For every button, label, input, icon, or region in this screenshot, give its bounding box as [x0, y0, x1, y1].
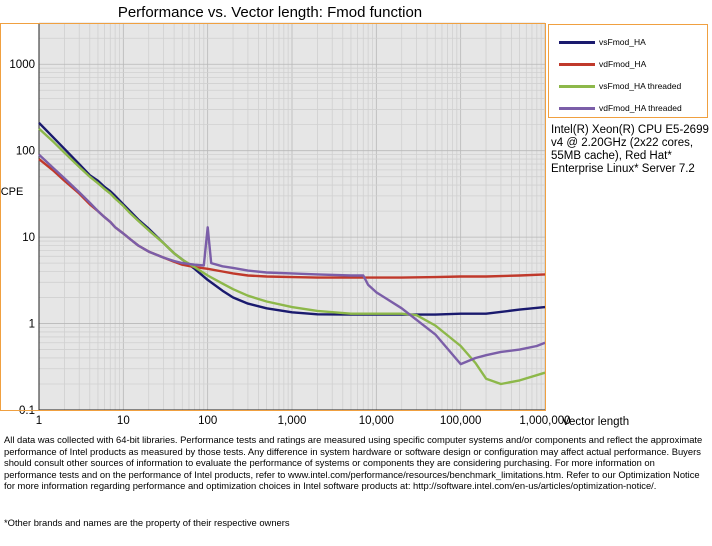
y-tick-label: 1000	[9, 59, 35, 71]
legend-label: vdFmod_HA	[599, 59, 647, 69]
y-axis-label: CPE	[0, 186, 24, 198]
legend-item-vsfmod-ha-threaded: vsFmod_HA threaded	[559, 79, 681, 93]
x-tick-label: 1,000,000	[519, 415, 570, 427]
footer-trademark: *Other brands and names are the property…	[4, 517, 290, 528]
series-line-vsfmod-ha-threaded	[38, 127, 546, 386]
legend-label: vsFmod_HA threaded	[599, 81, 682, 91]
legend-item-vdfmod-ha: vdFmod_HA	[559, 57, 646, 71]
y-tick-label: 100	[16, 146, 35, 158]
plot-frame	[0, 23, 546, 411]
chart-title: Performance vs. Vector length: Fmod func…	[117, 4, 423, 21]
x-tick-label: 100,000	[440, 415, 482, 427]
legend-label: vsFmod_HA	[599, 37, 646, 47]
legend-label: vdFmod_HA threaded	[599, 103, 682, 113]
legend: vsFmod_HA vdFmod_HA vsFmod_HA threaded v…	[548, 24, 708, 118]
series-line-vdfmod-ha-threaded	[38, 153, 546, 366]
legend-swatch	[559, 40, 595, 44]
x-axis-label: Vector length	[562, 416, 630, 428]
x-tick-label: 100	[198, 415, 217, 427]
legend-item-vdfmod-ha-threaded: vdFmod_HA threaded	[559, 101, 682, 115]
x-tick-label: 10,000	[359, 415, 394, 427]
legend-swatch	[559, 106, 595, 110]
y-tick-label: 10	[22, 232, 35, 244]
legend-item-vsfmod-ha: vsFmod_HA	[559, 35, 646, 49]
legend-swatch	[559, 62, 595, 66]
footer-disclaimer: All data was collected with 64-bit libra…	[4, 434, 703, 492]
x-tick-label: 10	[117, 415, 130, 427]
cpu-note: Intel(R) Xeon(R) CPU E5-2699 v4 @ 2.20GH…	[551, 124, 709, 175]
y-tick-label: 1	[29, 319, 35, 331]
x-tick-label: 1,000	[278, 415, 307, 427]
x-tick-label: 1	[36, 415, 42, 427]
legend-swatch	[559, 84, 595, 88]
